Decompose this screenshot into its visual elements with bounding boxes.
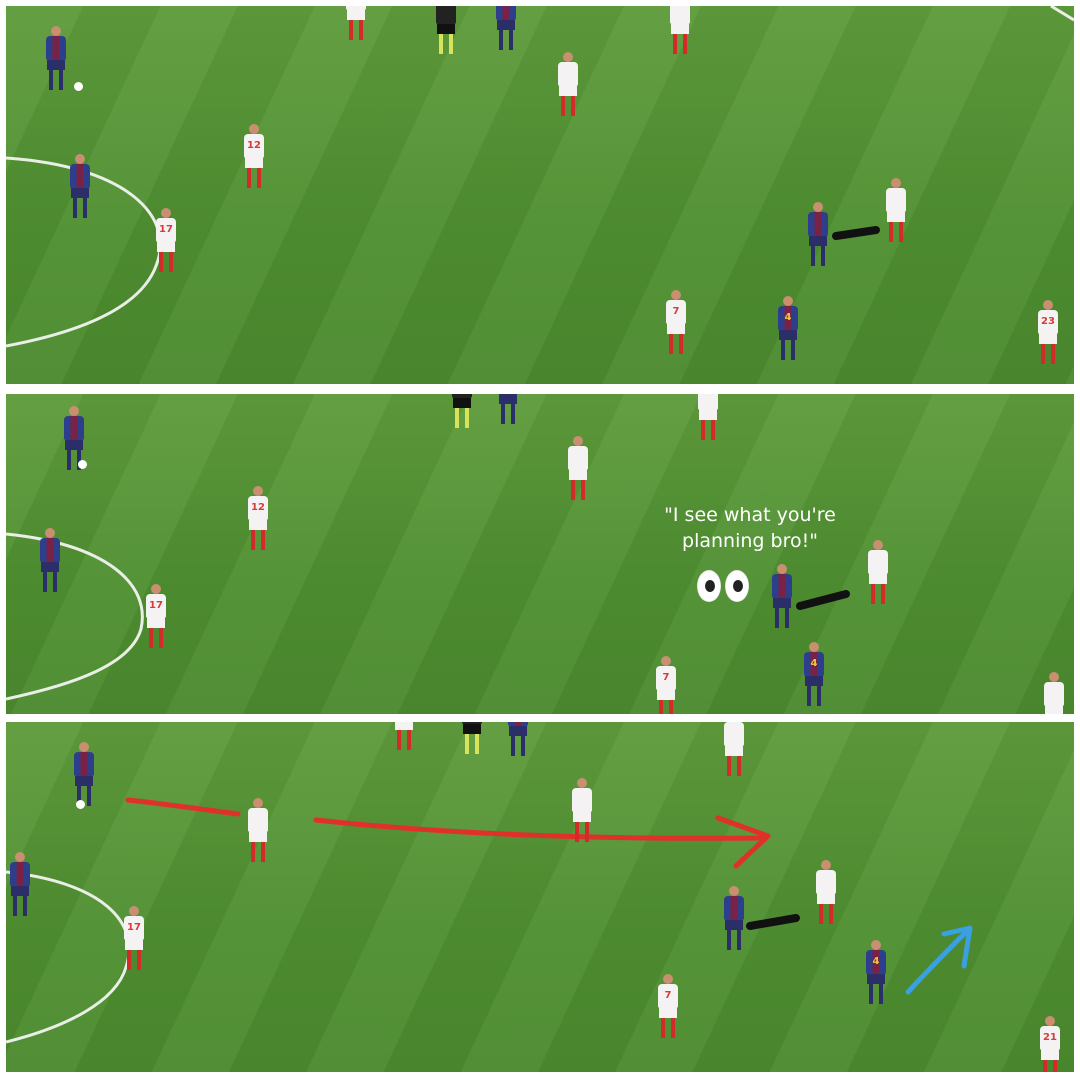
shirt-number: 7 bbox=[658, 984, 678, 1008]
shirt-number: 21 bbox=[1040, 1026, 1060, 1050]
player-sevilla-23: 23 bbox=[1036, 300, 1060, 366]
shirt-number: 7 bbox=[656, 666, 676, 690]
player-sevilla-17: 17 bbox=[154, 208, 178, 274]
player-barca bbox=[8, 852, 32, 918]
player-sevilla-12: 12 bbox=[242, 124, 266, 190]
blue-arrow-head bbox=[941, 925, 973, 969]
player-barca-4: 4 bbox=[864, 940, 888, 1006]
shirt-number: 12 bbox=[244, 134, 264, 158]
referee bbox=[450, 394, 474, 430]
frame-1: 12 17 7 4 23 bbox=[6, 6, 1074, 384]
player-sevilla bbox=[570, 778, 594, 844]
marker-line bbox=[746, 914, 800, 930]
player-barca-4: 4 bbox=[776, 296, 800, 362]
caption-text: "I see what you're planning bro!" bbox=[645, 502, 855, 554]
shirt-number: 4 bbox=[866, 950, 886, 974]
player-barca-messi bbox=[806, 202, 830, 268]
pitch-lines bbox=[6, 797, 973, 1044]
frame-3: 17 7 4 21 bbox=[6, 722, 1074, 1072]
player-sevilla bbox=[566, 436, 590, 502]
player-sevilla bbox=[814, 860, 838, 926]
player-sevilla bbox=[884, 178, 908, 244]
ball bbox=[74, 82, 83, 91]
player-sevilla bbox=[696, 394, 720, 442]
caption-line-1: "I see what you're bbox=[664, 504, 836, 526]
shirt-number: 23 bbox=[1038, 310, 1058, 334]
red-arrow-tail bbox=[125, 797, 241, 817]
player-sevilla-7: 7 bbox=[654, 656, 678, 714]
player-sevilla bbox=[1042, 672, 1066, 714]
player-barca bbox=[506, 722, 530, 758]
player-sevilla-7: 7 bbox=[656, 974, 680, 1040]
marker-line bbox=[832, 226, 880, 240]
player-sevilla-12 bbox=[246, 798, 270, 864]
shirt-number: 17 bbox=[124, 916, 144, 940]
shirt-number: 17 bbox=[156, 218, 176, 242]
player-sevilla-7: 7 bbox=[664, 290, 688, 356]
red-arrow bbox=[313, 817, 765, 841]
shirt-number: 4 bbox=[778, 306, 798, 330]
referee bbox=[434, 6, 458, 56]
player-barca bbox=[38, 528, 62, 594]
ball bbox=[78, 460, 87, 469]
player-barca bbox=[62, 406, 86, 472]
player-sevilla bbox=[722, 722, 746, 778]
player-barca bbox=[44, 26, 68, 92]
player-sevilla-17: 17 bbox=[122, 906, 146, 972]
eyes-icon bbox=[697, 570, 751, 604]
pitch-lines bbox=[6, 6, 1074, 348]
shirt-number: 4 bbox=[804, 652, 824, 676]
shirt-number: 17 bbox=[146, 594, 166, 618]
player-sevilla-21: 21 bbox=[1038, 1016, 1062, 1072]
player-barca-messi bbox=[770, 564, 794, 630]
player-sevilla-17: 17 bbox=[144, 584, 168, 650]
frame-2: 12 17 7 4 bbox=[6, 394, 1074, 714]
referee bbox=[460, 722, 484, 756]
player-barca bbox=[68, 154, 92, 220]
red-arrow-head bbox=[715, 815, 771, 869]
player-barca bbox=[496, 394, 520, 426]
player-sevilla bbox=[556, 52, 580, 118]
player-sevilla bbox=[344, 6, 368, 42]
player-sevilla bbox=[866, 540, 890, 606]
player-sevilla bbox=[668, 6, 692, 56]
player-barca bbox=[72, 742, 96, 808]
blue-arrow bbox=[905, 927, 971, 995]
player-sevilla-12: 12 bbox=[246, 486, 270, 552]
player-barca-messi bbox=[722, 886, 746, 952]
player-sevilla bbox=[392, 722, 416, 752]
pitch-lines bbox=[6, 532, 850, 701]
shirt-number: 7 bbox=[666, 300, 686, 324]
ball bbox=[76, 800, 85, 809]
player-barca-4: 4 bbox=[802, 642, 826, 708]
marker-line bbox=[796, 590, 850, 610]
player-barca bbox=[494, 6, 518, 52]
shirt-number: 12 bbox=[248, 496, 268, 520]
caption-line-2: planning bro!" bbox=[682, 530, 818, 552]
